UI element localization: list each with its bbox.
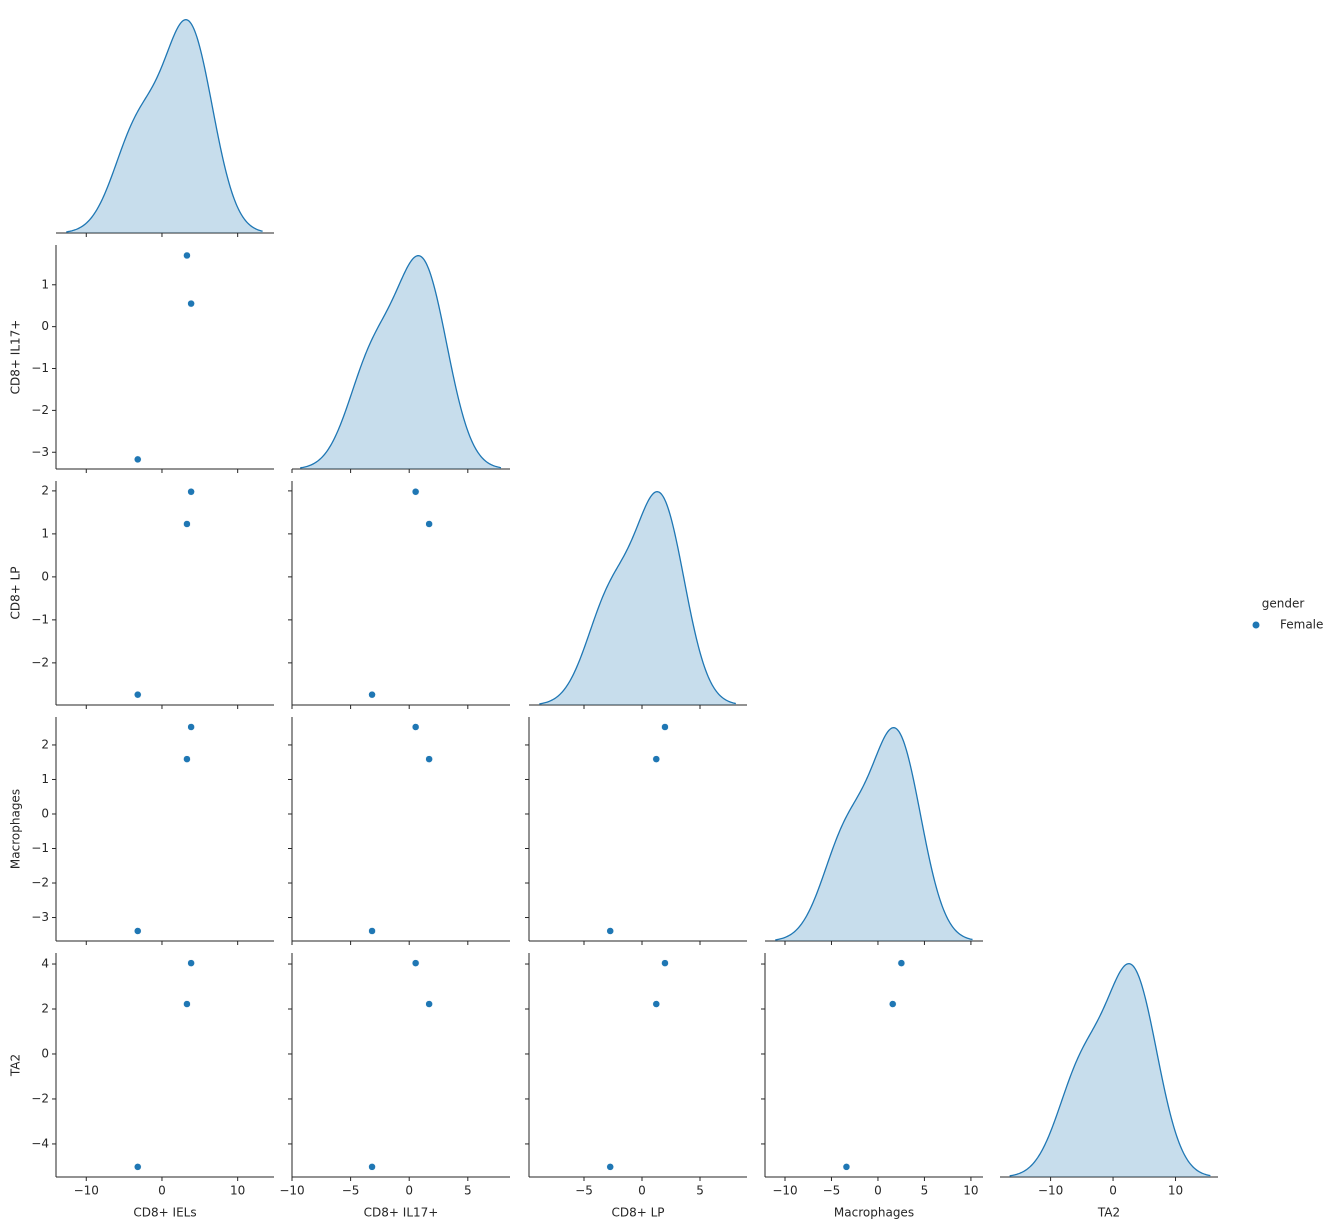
y-tick-label: 4	[41, 957, 49, 971]
legend-label: Female	[1280, 618, 1323, 632]
y-tick-label: 1	[41, 526, 49, 540]
scatter-point	[187, 723, 195, 731]
legend-marker	[1252, 621, 1260, 629]
scatter-point	[842, 1163, 851, 1171]
x-tick-label: −5	[823, 1184, 841, 1198]
scatter-point	[183, 1000, 191, 1008]
x-tick-label: 0	[874, 1184, 882, 1198]
scatter-point	[652, 755, 661, 763]
y-tick-label: −2	[31, 1091, 49, 1105]
y-tick-label: 2	[41, 737, 49, 751]
x-tick-label: 10	[230, 1184, 245, 1198]
x-tick-label: 0	[1109, 1184, 1117, 1198]
scatter-point	[425, 1000, 433, 1008]
scatter-point	[134, 927, 142, 935]
y-tick-label: −3	[31, 445, 49, 459]
scatter-point	[187, 299, 195, 308]
y-axis-label: CD8+ IL17+	[9, 320, 23, 395]
x-tick-label: −5	[575, 1184, 593, 1198]
y-tick-label: −3	[31, 910, 49, 924]
x-tick-label: 0	[405, 1184, 413, 1198]
scatter-point	[661, 723, 669, 731]
scatter-point	[425, 520, 433, 528]
kde-line	[66, 19, 263, 233]
legend-title: gender	[1262, 597, 1305, 611]
x-tick-label: 0	[638, 1184, 646, 1198]
scatter-point	[134, 1163, 142, 1171]
scatter-point	[368, 1163, 376, 1171]
scatter-point	[411, 959, 420, 967]
scatter-point	[187, 487, 195, 496]
x-tick-label: 5	[464, 1184, 472, 1198]
scatter-point	[606, 927, 614, 935]
y-tick-label: −2	[31, 403, 49, 417]
scatter-point	[888, 1000, 897, 1008]
y-tick-label: 0	[41, 319, 49, 333]
y-tick-label: 2	[41, 483, 49, 497]
kde-area	[539, 491, 736, 705]
scatter-point	[425, 755, 433, 763]
y-axis-label: CD8+ LP	[9, 566, 23, 619]
x-axis-label: CD8+ IL17+	[364, 1206, 439, 1220]
x-tick-label: 5	[696, 1184, 704, 1198]
y-tick-label: −1	[31, 841, 49, 855]
scatter-point	[606, 1163, 614, 1171]
x-axis-label: TA2	[1097, 1206, 1120, 1220]
y-axis-label: Macrophages	[9, 789, 23, 869]
x-axis-label: CD8+ LP	[611, 1206, 664, 1220]
scatter-point	[411, 723, 420, 731]
y-axis-label: TA2	[9, 1054, 23, 1077]
x-tick-label: 5	[921, 1184, 929, 1198]
scatter-point	[134, 690, 142, 699]
x-tick-label: −10	[1038, 1184, 1063, 1198]
y-tick-label: −2	[31, 655, 49, 669]
scatter-point	[368, 690, 376, 699]
x-axis-label: Macrophages	[834, 1206, 914, 1220]
y-tick-label: 1	[41, 772, 49, 786]
y-tick-label: 0	[41, 569, 49, 583]
scatter-point	[183, 251, 191, 260]
x-axis-label: CD8+ IELs	[133, 1206, 196, 1220]
scatter-point	[652, 1000, 661, 1008]
kde-area	[1009, 963, 1211, 1177]
y-tick-label: −4	[31, 1136, 49, 1150]
scatter-point	[368, 927, 376, 935]
kde-area	[300, 255, 501, 469]
scatter-point	[661, 959, 669, 967]
scatter-point	[134, 455, 142, 464]
kde-line	[300, 255, 502, 469]
scatter-point	[183, 520, 191, 528]
scatter-point	[897, 959, 906, 967]
y-tick-label: −2	[31, 876, 49, 890]
kde-line	[539, 491, 736, 705]
y-tick-label: −1	[31, 361, 49, 375]
x-tick-label: 10	[963, 1184, 978, 1198]
scatter-point	[187, 959, 195, 967]
y-tick-label: 2	[41, 1002, 49, 1016]
kde-area	[775, 727, 973, 941]
y-tick-label: 0	[41, 806, 49, 820]
x-tick-label: −10	[772, 1184, 797, 1198]
x-tick-label: 0	[158, 1184, 166, 1198]
x-tick-label: −5	[342, 1184, 360, 1198]
scatter-point	[183, 755, 191, 763]
kde-line	[1009, 963, 1211, 1177]
x-tick-label: 10	[1168, 1184, 1183, 1198]
x-tick-label: −10	[279, 1184, 304, 1198]
x-tick-label: −10	[74, 1184, 99, 1198]
y-tick-label: 1	[41, 277, 49, 291]
kde-line	[775, 727, 973, 941]
scatter-point	[411, 487, 420, 496]
kde-area	[66, 19, 263, 234]
y-tick-label: −1	[31, 612, 49, 626]
y-tick-label: 0	[41, 1046, 49, 1060]
